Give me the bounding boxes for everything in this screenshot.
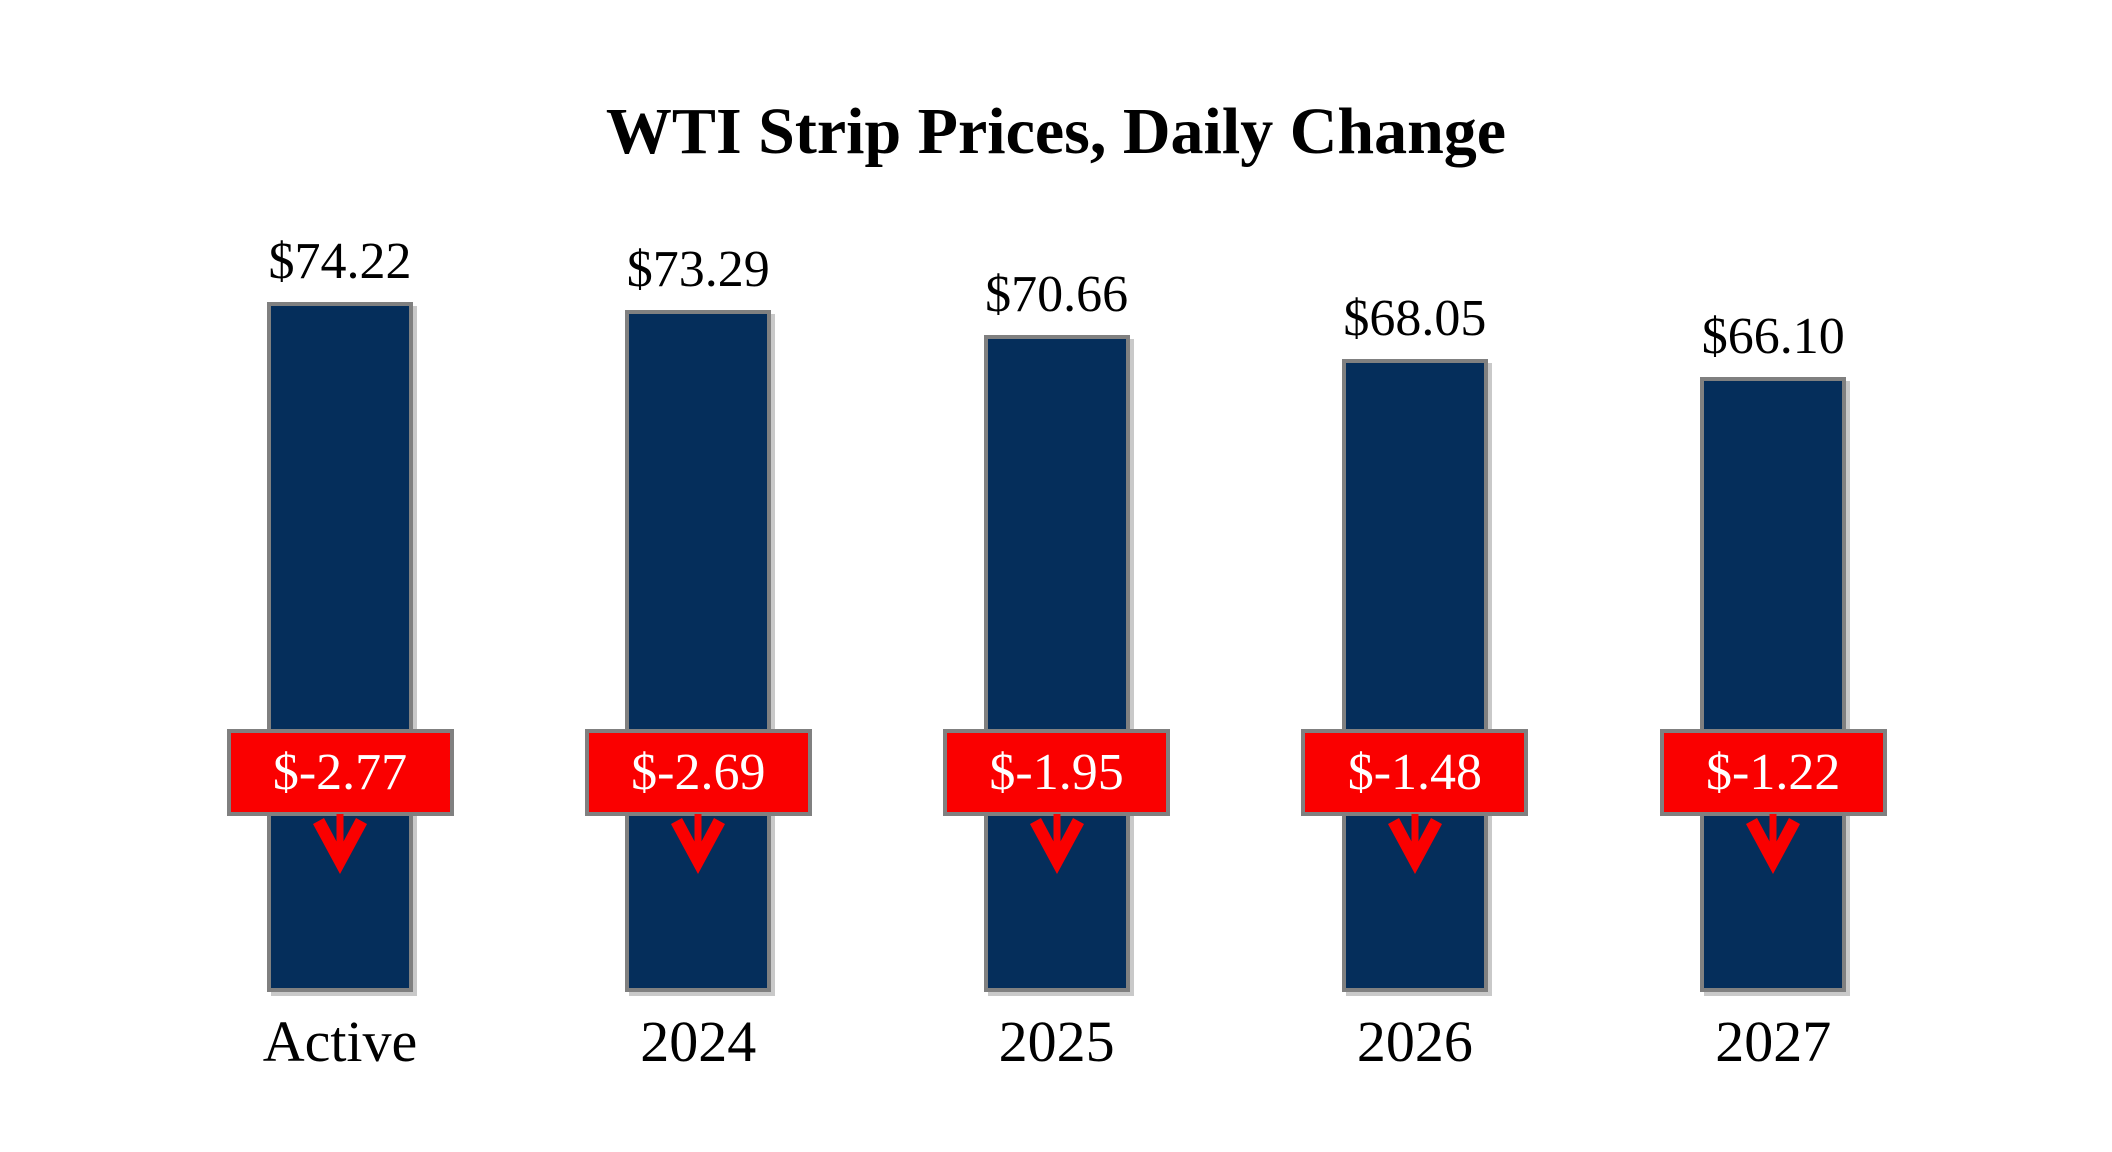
price-bar bbox=[1341, 359, 1488, 992]
daily-change-badge: $-1.48 bbox=[1301, 729, 1529, 816]
daily-change-badge: $-1.95 bbox=[943, 729, 1171, 816]
down-arrow-icon bbox=[1387, 814, 1442, 874]
category-label: Active bbox=[262, 1009, 418, 1074]
price-bar bbox=[625, 310, 772, 992]
category-label: 2024 bbox=[640, 1009, 757, 1074]
down-arrow-icon bbox=[1746, 814, 1801, 874]
price-bar bbox=[1700, 377, 1847, 992]
price-bar bbox=[267, 301, 413, 992]
down-arrow-icon bbox=[671, 814, 726, 874]
price-value-label: $66.10 bbox=[1701, 308, 1845, 366]
category-label: 2025 bbox=[998, 1009, 1115, 1074]
category-label: 2026 bbox=[1356, 1009, 1473, 1074]
price-value-label: $74.22 bbox=[268, 232, 412, 290]
down-arrow-icon bbox=[1029, 814, 1084, 874]
price-value-label: $68.05 bbox=[1343, 290, 1487, 348]
daily-change-badge: $-2.77 bbox=[226, 729, 454, 816]
chart-title: WTI Strip Prices, Daily Change bbox=[605, 95, 1507, 168]
down-arrow-icon bbox=[313, 814, 367, 874]
price-value-label: $70.66 bbox=[985, 265, 1129, 323]
daily-change-badge: $-1.22 bbox=[1659, 729, 1887, 816]
daily-change-badge: $-2.69 bbox=[584, 729, 812, 816]
category-label: 2027 bbox=[1715, 1009, 1832, 1074]
price-value-label: $73.29 bbox=[626, 241, 770, 299]
price-bar bbox=[983, 334, 1130, 992]
